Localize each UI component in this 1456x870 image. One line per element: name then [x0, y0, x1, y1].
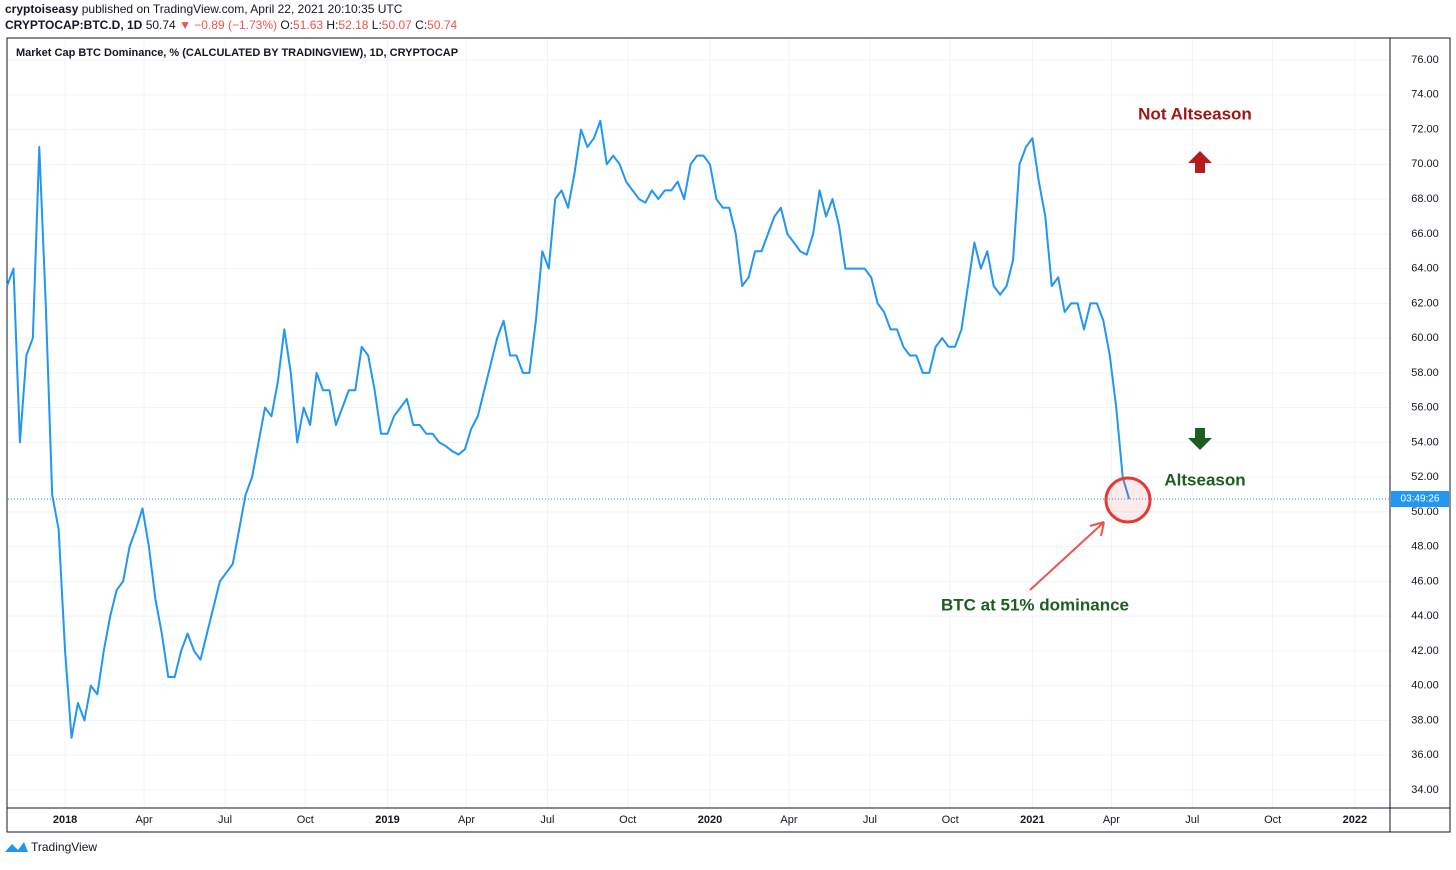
change: ▼ −0.89 (−1.73%) — [179, 18, 277, 32]
y-tick-label: 52.00 — [1411, 471, 1439, 483]
ohlc-label: C: — [415, 18, 427, 32]
frame — [6, 37, 1451, 833]
y-tick-label: 48.00 — [1411, 541, 1439, 553]
pointer-head — [1089, 521, 1105, 537]
y-tick-label: 50.00 — [1411, 506, 1439, 518]
y-tick-label: 72.00 — [1411, 123, 1439, 135]
x-tick-label: Oct — [619, 814, 636, 826]
plot — [6, 119, 1390, 739]
symbol-line: CRYPTOCAP:BTC.D, 1D 50.74 ▼ −0.89 (−1.73… — [5, 18, 458, 32]
x-tick-label: 2022 — [1343, 814, 1367, 826]
header-line: cryptoiseasy published on TradingView.co… — [5, 2, 403, 16]
y-tick-label: 68.00 — [1411, 193, 1439, 205]
x-tick-label: Apr — [780, 814, 797, 826]
highlight-circle — [1104, 476, 1152, 524]
y-tick-label: 76.00 — [1411, 54, 1439, 66]
y-tick-label: 62.00 — [1411, 297, 1439, 309]
published: published on TradingView.com, April 22, … — [82, 2, 403, 16]
annotation: Altseason — [1164, 470, 1245, 489]
y-tick-label: 74.00 — [1411, 89, 1439, 101]
x-tick-label: Oct — [297, 814, 314, 826]
symbol: CRYPTOCAP:BTC.D, 1D — [5, 18, 143, 32]
annotation: Not Altseason — [1138, 104, 1252, 123]
y-tick-label: 44.00 — [1411, 610, 1439, 622]
x-tick-label: Oct — [942, 814, 959, 826]
x-tick-label: Apr — [136, 814, 153, 826]
x-tick-label: Apr — [458, 814, 475, 826]
x-tick-label: Oct — [1264, 814, 1281, 826]
x-tick-label: Apr — [1103, 814, 1120, 826]
y-tick-label: 40.00 — [1411, 680, 1439, 692]
countdown: 03:49:26 — [1401, 494, 1440, 505]
y-tick-label: 36.00 — [1411, 749, 1439, 761]
annotation: BTC at 51% dominance — [941, 595, 1129, 614]
x-tick-label: 2021 — [1020, 814, 1044, 826]
y-tick-label: 66.00 — [1411, 228, 1439, 240]
ohlc-label: H: — [326, 18, 338, 32]
y-tick-label: 64.00 — [1411, 263, 1439, 275]
y-tick-label: 54.00 — [1411, 436, 1439, 448]
chart-title: Market Cap BTC Dominance, % (CALCULATED … — [16, 47, 458, 59]
x-tick-label: Jul — [1185, 814, 1199, 826]
price-line — [6, 119, 1131, 739]
ohlc-label: L: — [372, 18, 382, 32]
down-arrow — [1188, 428, 1212, 450]
y-tick-label: 42.00 — [1411, 645, 1439, 657]
y-tick-label: 38.00 — [1411, 714, 1439, 726]
logo — [5, 842, 28, 852]
y-tick-label: 60.00 — [1411, 332, 1439, 344]
pointer-line — [1029, 522, 1104, 591]
ohlc-label: O: — [280, 18, 293, 32]
ohlc-value: 51.63 — [293, 18, 323, 32]
ohlc-value: 50.07 — [382, 18, 412, 32]
x-tick-label: Jul — [540, 814, 554, 826]
y-tick-label: 34.00 — [1411, 784, 1439, 796]
x-tick-label: 2018 — [53, 814, 77, 826]
x-tick-label: Jul — [863, 814, 877, 826]
y-tick-label: 56.00 — [1411, 402, 1439, 414]
y-tick-label: 46.00 — [1411, 575, 1439, 587]
last-price: 50.74 — [146, 18, 176, 32]
x-tick-label: 2019 — [375, 814, 399, 826]
ohlc-value: 50.74 — [427, 18, 457, 32]
up-arrow — [1188, 151, 1212, 173]
x-tick-label: Jul — [218, 814, 232, 826]
y-tick-label: 58.00 — [1411, 367, 1439, 379]
x-tick-label: 2020 — [698, 814, 722, 826]
grid — [8, 38, 1390, 808]
ohlc-value: 52.18 — [338, 18, 368, 32]
author: cryptoiseasy — [5, 2, 79, 16]
countdown-box — [1391, 491, 1449, 508]
y-tick-label: 70.00 — [1411, 158, 1439, 170]
footer: TradingView — [31, 840, 97, 854]
